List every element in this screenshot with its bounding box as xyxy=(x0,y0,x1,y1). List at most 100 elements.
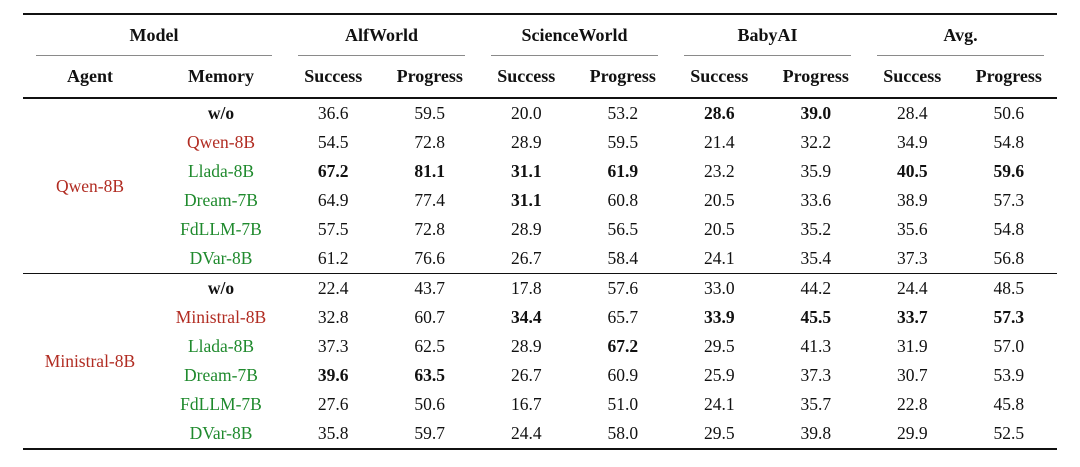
value-cell: 54.5 xyxy=(317,132,349,152)
value-cell: 81.1 xyxy=(414,161,446,181)
value-cell: 36.6 xyxy=(317,103,349,123)
value-cell: 22.4 xyxy=(317,278,349,298)
value-cell: 62.5 xyxy=(414,336,446,356)
value-cell: 37.3 xyxy=(317,336,349,356)
value-cell: 60.9 xyxy=(607,365,639,385)
value-cell: 57.6 xyxy=(607,278,639,298)
value-cell: 64.9 xyxy=(317,190,349,210)
table-row: Llada-8B 67.2 81.1 31.1 61.9 23.2 35.9 4… xyxy=(23,157,1057,186)
subheader-success-scienceworld: Success xyxy=(497,66,556,86)
value-cell: 32.8 xyxy=(317,307,349,327)
value-cell: 51.0 xyxy=(607,394,639,414)
value-cell: 33.9 xyxy=(703,307,735,327)
value-cell: 28.9 xyxy=(510,132,542,152)
value-cell: 59.5 xyxy=(607,132,639,152)
value-cell: 56.8 xyxy=(993,248,1025,268)
value-cell: 22.8 xyxy=(896,394,928,414)
memory-cell: DVar-8B xyxy=(189,248,253,268)
value-cell: 28.4 xyxy=(896,103,928,123)
results-table: Model AlfWorld ScienceWorld BabyAI Avg. … xyxy=(22,13,1058,450)
value-cell: 27.6 xyxy=(317,394,349,414)
value-cell: 38.9 xyxy=(896,190,928,210)
value-cell: 21.4 xyxy=(703,132,735,152)
col-group-babyai: BabyAI xyxy=(671,14,864,56)
value-cell: 33.0 xyxy=(703,278,735,298)
value-cell: 20.5 xyxy=(703,219,735,239)
table-row: Ministral-8B 32.8 60.7 34.4 65.7 33.9 45… xyxy=(23,303,1057,332)
value-cell: 24.4 xyxy=(896,278,928,298)
value-cell: 37.3 xyxy=(800,365,832,385)
value-cell: 67.2 xyxy=(317,161,349,181)
value-cell: 50.6 xyxy=(993,103,1025,123)
value-cell: 41.3 xyxy=(800,336,832,356)
memory-cell: Llada-8B xyxy=(187,161,255,181)
value-cell: 72.8 xyxy=(414,132,446,152)
memory-cell: Ministral-8B xyxy=(175,307,267,327)
value-cell: 35.6 xyxy=(896,219,928,239)
value-cell: 57.5 xyxy=(317,219,349,239)
value-cell: 44.2 xyxy=(800,278,832,298)
value-cell: 26.7 xyxy=(510,248,542,268)
value-cell: 57.3 xyxy=(993,190,1025,210)
subheader-agent: Agent xyxy=(66,66,113,86)
memory-cell: w/o xyxy=(207,278,235,298)
value-cell: 35.8 xyxy=(317,423,349,443)
value-cell: 31.1 xyxy=(510,161,542,181)
value-cell: 60.7 xyxy=(414,307,446,327)
value-cell: 56.5 xyxy=(607,219,639,239)
memory-cell: FdLLM-7B xyxy=(180,219,262,239)
value-cell: 25.9 xyxy=(703,365,735,385)
subheader-progress-babyai: Progress xyxy=(782,66,849,86)
value-cell: 39.6 xyxy=(317,365,349,385)
value-cell: 63.5 xyxy=(414,365,446,385)
table-row: Qwen-8B 54.5 72.8 28.9 59.5 21.4 32.2 34… xyxy=(23,128,1057,157)
col-group-model: Model xyxy=(23,14,285,56)
subheader-memory: Memory xyxy=(188,66,254,86)
value-cell: 52.5 xyxy=(993,423,1025,443)
value-cell: 54.8 xyxy=(993,132,1025,152)
value-cell: 40.5 xyxy=(896,161,928,181)
col-group-avg: Avg. xyxy=(864,14,1057,56)
table-row: Dream-7B 64.9 77.4 31.1 60.8 20.5 33.6 3… xyxy=(23,186,1057,215)
value-cell: 24.1 xyxy=(703,248,735,268)
header-group-row: Model AlfWorld ScienceWorld BabyAI Avg. xyxy=(23,14,1057,56)
memory-cell: FdLLM-7B xyxy=(180,394,262,414)
value-cell: 59.5 xyxy=(414,103,446,123)
value-cell: 72.8 xyxy=(414,219,446,239)
value-cell: 48.5 xyxy=(993,278,1025,298)
subheader-progress-avg: Progress xyxy=(975,66,1042,86)
subheader-success-babyai: Success xyxy=(690,66,749,86)
value-cell: 29.5 xyxy=(703,423,735,443)
value-cell: 34.4 xyxy=(510,307,542,327)
value-cell: 26.7 xyxy=(510,365,542,385)
value-cell: 39.0 xyxy=(800,103,832,123)
value-cell: 57.3 xyxy=(993,307,1025,327)
value-cell: 77.4 xyxy=(414,190,446,210)
value-cell: 35.4 xyxy=(800,248,832,268)
memory-cell: Llada-8B xyxy=(187,336,255,356)
value-cell: 57.0 xyxy=(993,336,1025,356)
value-cell: 37.3 xyxy=(896,248,928,268)
value-cell: 35.2 xyxy=(800,219,832,239)
table-row: FdLLM-7B 27.6 50.6 16.7 51.0 24.1 35.7 2… xyxy=(23,390,1057,419)
col-group-scienceworld: ScienceWorld xyxy=(478,14,671,56)
value-cell: 61.2 xyxy=(317,248,349,268)
value-cell: 28.9 xyxy=(510,336,542,356)
subheader-progress-scienceworld: Progress xyxy=(589,66,656,86)
agent-cell: Ministral-8B xyxy=(44,350,136,371)
value-cell: 29.5 xyxy=(703,336,735,356)
value-cell: 29.9 xyxy=(896,423,928,443)
value-cell: 59.6 xyxy=(993,161,1025,181)
group-ministral-8b: Ministral-8B w/o 22.4 43.7 17.8 57.6 33.… xyxy=(22,273,1058,450)
value-cell: 31.1 xyxy=(510,190,542,210)
table-row: DVar-8B 61.2 76.6 26.7 58.4 24.1 35.4 37… xyxy=(23,244,1057,274)
value-cell: 43.7 xyxy=(414,278,446,298)
subheader-success-alfworld: Success xyxy=(304,66,363,86)
memory-cell: Qwen-8B xyxy=(186,132,255,152)
value-cell: 61.9 xyxy=(607,161,639,181)
value-cell: 34.9 xyxy=(896,132,928,152)
group-qwen-8b: Qwen-8B w/o 36.6 59.5 20.0 53.2 28.6 39.… xyxy=(23,98,1057,274)
table-row: Ministral-8B w/o 22.4 43.7 17.8 57.6 33.… xyxy=(23,274,1057,371)
subheader-success-avg: Success xyxy=(883,66,942,86)
value-cell: 28.6 xyxy=(703,103,735,123)
